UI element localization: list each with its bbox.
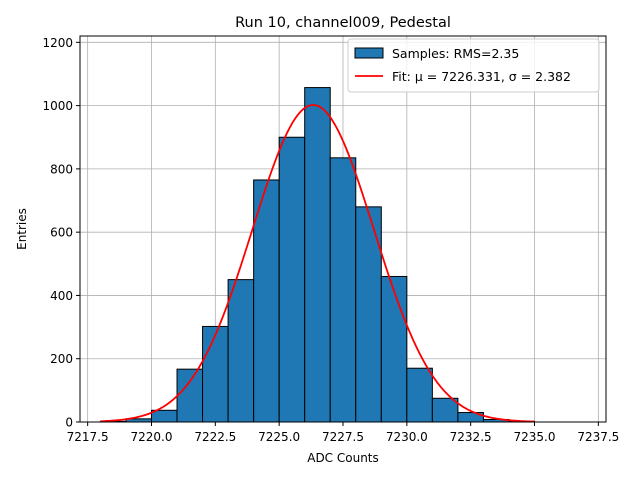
histogram-bar: [329, 157, 357, 423]
legend-histogram-label: Samples: RMS=2.35: [392, 46, 519, 61]
x-tick-label: 7237.5: [577, 430, 619, 444]
histogram-bar: [355, 206, 382, 423]
histogram-bar: [278, 136, 306, 423]
x-tick-label: 7222.5: [194, 430, 236, 444]
fit-curve: [100, 104, 535, 423]
legend-fit-label: Fit: μ = 7226.331, σ = 2.382: [392, 69, 571, 84]
legend: Samples: RMS=2.35 Fit: μ = 7226.331, σ =…: [347, 38, 600, 93]
x-tick-label: 7220.0: [130, 430, 172, 444]
y-tick-label: 400: [50, 289, 73, 303]
histogram-bar: [406, 367, 433, 423]
x-tick-label: 7232.5: [450, 430, 492, 444]
histogram-bar: [304, 87, 331, 423]
y-axis: 0 200 400 600 800 1000 1200: [42, 36, 80, 430]
x-tick-label: 7217.5: [67, 430, 109, 444]
histogram-bars: [99, 87, 536, 423]
x-tick-label: 7235.0: [514, 430, 556, 444]
histogram-bar: [253, 179, 280, 423]
x-tick-label: 7227.5: [322, 430, 364, 444]
histogram-bar: [431, 397, 459, 423]
x-tick-label: 7225.0: [258, 430, 300, 444]
legend-box: [347, 38, 600, 93]
y-tick-label: 0: [65, 416, 73, 430]
y-tick-label: 600: [50, 226, 73, 240]
x-axis: 7217.5 7220.0 7222.5 7225.0 7227.5 7230.0 7232…: [67, 422, 619, 444]
fit-curve-group: [100, 104, 535, 423]
x-axis-label: ADC Counts: [307, 451, 379, 465]
y-tick-label: 1200: [42, 36, 73, 50]
histogram-bar: [176, 368, 204, 423]
histogram-bar: [202, 325, 229, 423]
y-tick-label: 1000: [42, 99, 73, 113]
histogram-bar: [380, 275, 408, 423]
x-tick-label: 7230.0: [386, 430, 428, 444]
y-tick-label: 200: [50, 352, 73, 366]
y-axis-label: Entries: [15, 208, 29, 250]
y-tick-label: 800: [50, 162, 73, 176]
histogram-bar: [227, 279, 255, 423]
chart-title: Run 10, channel009, Pedestal: [235, 15, 451, 31]
legend-histogram-swatch: [354, 47, 384, 59]
